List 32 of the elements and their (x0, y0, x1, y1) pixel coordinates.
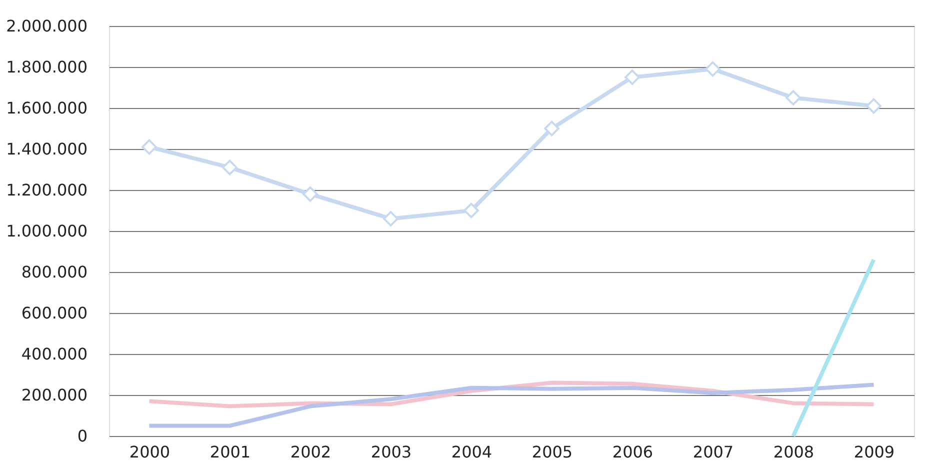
x-tick-label: 2002 (290, 442, 332, 462)
x-tick-label: 2003 (370, 442, 412, 462)
y-tick-label: 400.000 (21, 344, 88, 364)
y-tick-label: 1.600.000 (6, 98, 88, 118)
x-tick-label: 2007 (692, 442, 734, 462)
point (302, 186, 318, 202)
point (705, 61, 720, 77)
y-tick-label: 1.800.000 (6, 58, 88, 76)
y-tick-label: 600.000 (21, 304, 88, 322)
y-tick-label: 1.000.000 (6, 222, 88, 240)
x-tick-label: 2001 (210, 442, 251, 462)
x-tick-label: 2006 (612, 442, 654, 462)
point (624, 70, 640, 85)
point (222, 160, 238, 176)
point (866, 98, 882, 114)
y-tick-label: 1.400.000 (6, 140, 88, 158)
x-tick-label: 2004 (451, 442, 492, 462)
y-tick-label: 2.000.000 (6, 16, 88, 36)
y-tick-label: 200.000 (21, 386, 88, 404)
point (464, 202, 479, 218)
point (142, 139, 157, 155)
y-tick-label: 0 (77, 426, 88, 446)
y-tick-label: 1.200.000 (6, 180, 88, 200)
x-tick-label: 2005 (532, 442, 573, 462)
x-tick-label: 2009 (854, 442, 895, 462)
point (544, 120, 560, 136)
line-series (147, 382, 876, 428)
x-tick-label: 2008 (773, 442, 814, 462)
y-tick-label: 800.000 (21, 262, 88, 282)
point (786, 90, 801, 106)
point (383, 210, 398, 226)
x-tick-label: 2000 (129, 442, 170, 462)
